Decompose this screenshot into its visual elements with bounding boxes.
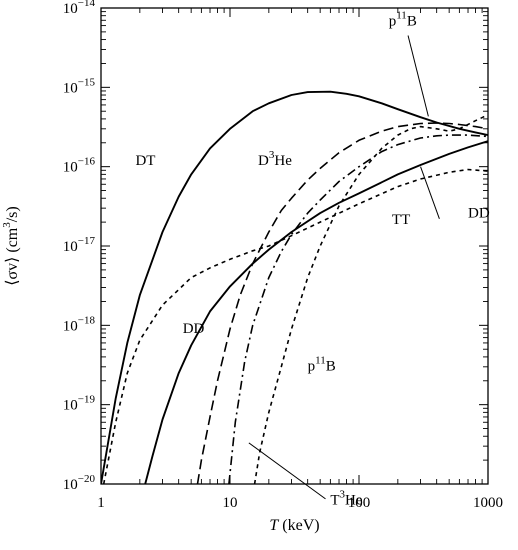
plot-frame-group bbox=[100, 7, 489, 485]
curve-label: DT bbox=[135, 153, 155, 169]
x-tick-label: 10 bbox=[223, 495, 238, 511]
curve-label: TT bbox=[392, 212, 410, 228]
y-tick-label: 10−17 bbox=[63, 235, 96, 255]
y-tick-label: 10−15 bbox=[63, 76, 96, 96]
x-axis-label: T (keV) bbox=[269, 517, 319, 534]
series-line-6 bbox=[253, 114, 488, 484]
callouts-group bbox=[248, 35, 440, 500]
y-tick-label: 10−18 bbox=[63, 314, 96, 334]
x-tick-label: 1 bbox=[97, 495, 105, 511]
series-line-1 bbox=[101, 90, 488, 484]
curve-label: DD bbox=[183, 321, 205, 337]
callout-line bbox=[248, 442, 326, 500]
y-tick-label: 10−20 bbox=[63, 473, 96, 493]
axis-labels-group: T (keV) ⟨σv⟩ (cm3/s) bbox=[1, 206, 320, 534]
x-tick-label: 1000 bbox=[473, 495, 503, 511]
series-line-3 bbox=[196, 122, 488, 484]
x-tick-label: 100 bbox=[348, 495, 371, 511]
y-tick-label: 10−16 bbox=[63, 156, 96, 176]
curve-label: D3He bbox=[258, 149, 292, 169]
y-tick-label: 10−14 bbox=[63, 0, 96, 17]
axis-ticks-group: 1 10 100 1000 10−20 10−19 10−18 10−17 10−16 10−15… bbox=[63, 0, 503, 511]
series-line-5 bbox=[228, 134, 488, 484]
callout-line bbox=[407, 35, 429, 117]
plot-frame bbox=[100, 7, 489, 485]
series-line-2 bbox=[144, 140, 488, 484]
y-axis-label: ⟨σv⟩ (cm3/s) bbox=[1, 206, 21, 285]
curves-group bbox=[101, 90, 488, 484]
curve-label: T3He bbox=[330, 489, 363, 509]
callout-line bbox=[420, 166, 440, 220]
series-line-4 bbox=[102, 168, 488, 484]
y-tick-label: 10−19 bbox=[63, 394, 96, 414]
curve-label: p11B bbox=[389, 10, 417, 30]
annotations-group: DT D3He p11B TT DD DD p11B T3He bbox=[135, 10, 489, 509]
curve-label: p11B bbox=[308, 354, 336, 374]
curve-label: DD bbox=[468, 205, 490, 221]
